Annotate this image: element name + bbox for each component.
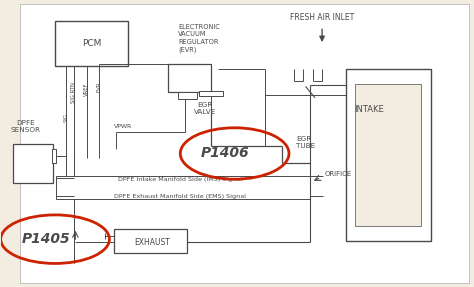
Bar bbox=[346, 69, 431, 241]
Text: EXHAUST: EXHAUST bbox=[134, 238, 170, 247]
Bar bbox=[168, 63, 211, 92]
Text: DPFE Exhaust Manifold Side (EMS) Signal: DPFE Exhaust Manifold Side (EMS) Signal bbox=[114, 194, 246, 199]
Bar bbox=[178, 92, 197, 99]
Text: EGR
TUBE: EGR TUBE bbox=[296, 135, 315, 149]
Bar bbox=[12, 144, 53, 183]
Text: ORIFICE: ORIFICE bbox=[324, 171, 352, 177]
Text: EGR
VALVE: EGR VALVE bbox=[194, 102, 216, 115]
Text: DPFE Intake Manifold Side (IMS) Signal: DPFE Intake Manifold Side (IMS) Signal bbox=[118, 177, 242, 182]
Text: EVR: EVR bbox=[97, 81, 101, 92]
Text: INTAKE: INTAKE bbox=[355, 105, 384, 114]
Text: PCM: PCM bbox=[82, 39, 101, 48]
Bar bbox=[355, 84, 421, 226]
Text: VPWR: VPWR bbox=[113, 124, 132, 129]
Text: ELECTRONIC
VACUUM
REGULATOR
(EVR): ELECTRONIC VACUUM REGULATOR (EVR) bbox=[178, 24, 220, 53]
Text: SIG: SIG bbox=[64, 113, 68, 122]
Bar bbox=[55, 21, 128, 66]
Text: P1405: P1405 bbox=[21, 232, 70, 246]
Bar bbox=[56, 176, 310, 199]
Text: P1406: P1406 bbox=[201, 146, 249, 160]
Text: SIG RTN: SIG RTN bbox=[72, 82, 76, 102]
Bar bbox=[199, 91, 223, 96]
Text: FRESH AIR INLET: FRESH AIR INLET bbox=[290, 13, 354, 22]
Circle shape bbox=[242, 239, 251, 245]
Bar bbox=[52, 149, 56, 164]
Bar bbox=[114, 229, 187, 253]
Circle shape bbox=[194, 73, 228, 94]
Text: DPFE
SENSOR: DPFE SENSOR bbox=[10, 120, 40, 133]
Text: VREF: VREF bbox=[84, 82, 89, 96]
